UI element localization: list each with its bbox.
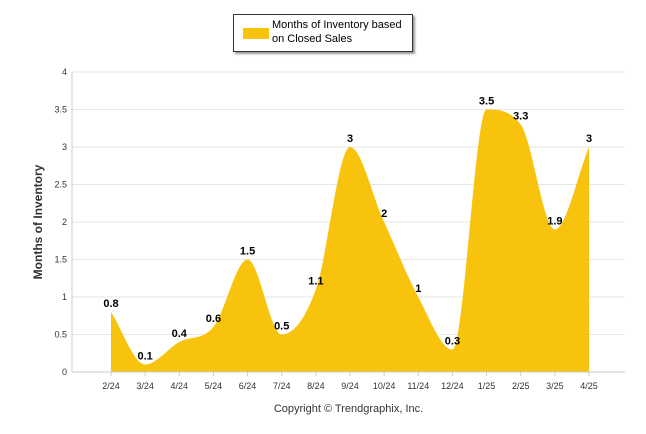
x-tick-label: 4/25 <box>580 381 598 391</box>
area-fill <box>111 109 589 372</box>
legend-label: Months of Inventory based on Closed Sale… <box>272 19 402 45</box>
data-label: 0.5 <box>274 321 289 333</box>
y-tick-label: 1 <box>62 292 67 302</box>
x-tick-label: 2/25 <box>512 381 530 391</box>
x-tick-label: 2/24 <box>102 381 120 391</box>
data-label: 1.1 <box>308 276 323 288</box>
y-tick-label: 0 <box>62 367 67 377</box>
y-tick-label: 3 <box>62 142 67 152</box>
x-tick-label: 12/24 <box>441 381 464 391</box>
x-tick-label: 1/25 <box>478 381 496 391</box>
x-tick-label: 5/24 <box>205 381 223 391</box>
axes: 0 0.5 1 1.5 2 2.5 3 3.5 4 2/24 3/24 4/24 5/24 6/24 7/2… <box>54 67 625 391</box>
data-label: 0.8 <box>103 298 118 310</box>
legend: Months of Inventory based on Closed Sale… <box>233 14 413 52</box>
y-tick-label: 4 <box>62 67 67 77</box>
copyright-footer: Copyright © Trendgraphix, Inc. <box>274 403 423 415</box>
y-tick-label: 2.5 <box>54 180 67 190</box>
x-tick-label: 3/24 <box>136 381 154 391</box>
data-label: 3 <box>347 133 353 145</box>
x-tick-label: 6/24 <box>239 381 257 391</box>
y-tick-label: 1.5 <box>54 255 67 265</box>
x-tick-label: 4/24 <box>171 381 189 391</box>
data-label: 1 <box>415 283 421 295</box>
x-tick-label: 3/25 <box>546 381 564 391</box>
data-labels: 0.8 0.1 0.4 0.6 1.5 0.5 1.1 3 2 1 0.3 3.5 3.3 1.9 3 <box>103 96 592 363</box>
data-label: 3 <box>586 133 592 145</box>
data-label: 0.3 <box>445 336 460 348</box>
y-axis-title: Months of Inventory <box>31 164 45 279</box>
data-label: 1.5 <box>240 246 255 258</box>
data-label: 3.3 <box>513 111 528 123</box>
x-tick-label: 9/24 <box>341 381 359 391</box>
data-label: 0.4 <box>172 328 188 340</box>
y-tick-label: 0.5 <box>54 330 67 340</box>
data-label: 1.9 <box>547 216 562 228</box>
data-label: 3.5 <box>479 96 494 108</box>
data-label: 0.1 <box>137 351 152 363</box>
x-tick-label: 11/24 <box>407 381 429 391</box>
legend-swatch <box>243 28 269 39</box>
area-series <box>111 109 589 372</box>
x-tick-label: 10/24 <box>373 381 396 391</box>
y-tick-label: 2 <box>62 217 67 227</box>
data-label: 2 <box>381 208 387 220</box>
x-tick-label: 8/24 <box>307 381 325 391</box>
y-tick-label: 3.5 <box>54 105 67 115</box>
data-label: 0.6 <box>206 313 221 325</box>
x-tick-label: 7/24 <box>273 381 291 391</box>
